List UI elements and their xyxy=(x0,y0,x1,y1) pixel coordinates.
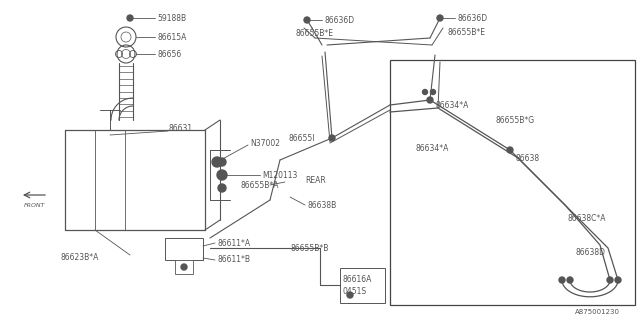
Circle shape xyxy=(217,170,227,180)
Text: 86638C*A: 86638C*A xyxy=(568,213,607,222)
Text: 86636D: 86636D xyxy=(324,15,354,25)
Circle shape xyxy=(218,158,226,166)
Text: 86655B*B: 86655B*B xyxy=(290,244,328,252)
Text: 86634*A: 86634*A xyxy=(435,100,468,109)
Circle shape xyxy=(559,277,565,283)
Circle shape xyxy=(304,17,310,23)
Circle shape xyxy=(427,97,433,103)
Circle shape xyxy=(422,90,428,94)
Text: 86638D: 86638D xyxy=(575,247,605,257)
Bar xyxy=(340,268,385,303)
Bar xyxy=(165,238,203,260)
Text: M120113: M120113 xyxy=(262,171,298,180)
Text: 86636D: 86636D xyxy=(457,13,487,22)
Text: A875001230: A875001230 xyxy=(575,309,620,315)
Bar xyxy=(175,260,193,274)
Circle shape xyxy=(615,277,621,283)
Text: 86623B*A: 86623B*A xyxy=(60,252,99,261)
Circle shape xyxy=(127,15,133,21)
Text: 86638B: 86638B xyxy=(307,201,336,210)
Text: 86656: 86656 xyxy=(157,50,181,59)
Text: 86611*B: 86611*B xyxy=(217,255,250,265)
Text: 86655B*E: 86655B*E xyxy=(295,28,333,37)
Text: 59188B: 59188B xyxy=(157,13,186,22)
Text: 86655B*E: 86655B*E xyxy=(447,28,485,36)
Circle shape xyxy=(607,277,613,283)
Text: 86655B*A: 86655B*A xyxy=(240,180,278,189)
Circle shape xyxy=(567,277,573,283)
Circle shape xyxy=(218,184,226,192)
Circle shape xyxy=(507,147,513,153)
Text: 86634*A: 86634*A xyxy=(415,143,449,153)
Text: 86616A: 86616A xyxy=(342,276,371,284)
Circle shape xyxy=(329,135,335,141)
Text: REAR: REAR xyxy=(305,175,326,185)
Text: 86611*A: 86611*A xyxy=(217,238,250,247)
Text: N37002: N37002 xyxy=(250,139,280,148)
Text: FRONT: FRONT xyxy=(24,203,45,207)
Text: 86615A: 86615A xyxy=(157,33,186,42)
Text: 86631: 86631 xyxy=(168,124,192,132)
Circle shape xyxy=(347,292,353,298)
Text: 86655I: 86655I xyxy=(289,133,315,142)
Circle shape xyxy=(212,157,222,167)
Circle shape xyxy=(437,15,443,21)
Text: 86638: 86638 xyxy=(515,154,539,163)
Text: 86655B*G: 86655B*G xyxy=(495,116,534,124)
Circle shape xyxy=(431,90,435,94)
Bar xyxy=(390,60,635,305)
Circle shape xyxy=(181,264,187,270)
Text: 0451S: 0451S xyxy=(342,286,366,295)
